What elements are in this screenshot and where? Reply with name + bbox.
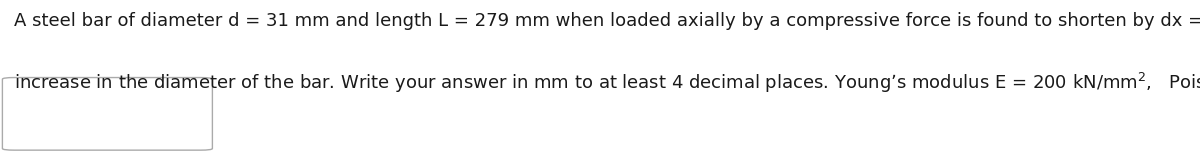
Text: increase in the diameter of the bar. Write your answer in mm to at least 4 decim: increase in the diameter of the bar. Wri… xyxy=(14,71,1200,95)
FancyBboxPatch shape xyxy=(2,78,212,150)
Text: A steel bar of diameter d = 31 mm and length L = 279 mm when loaded axially by a: A steel bar of diameter d = 31 mm and le… xyxy=(14,12,1200,30)
